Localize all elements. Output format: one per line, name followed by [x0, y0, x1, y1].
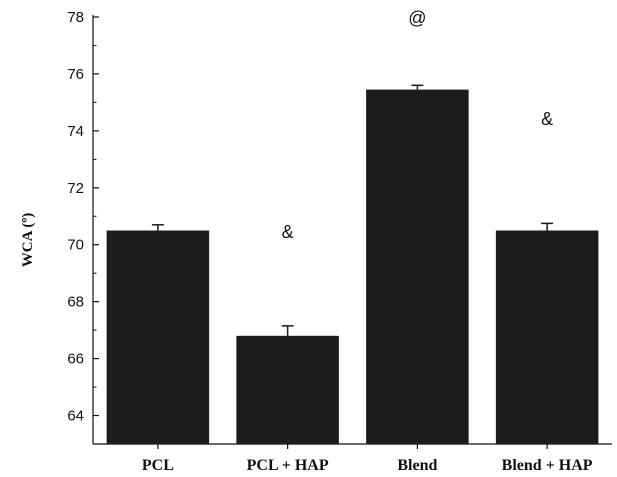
y-tick-label: 74: [67, 123, 84, 140]
y-tick-label: 66: [67, 351, 84, 368]
x-tick-label: Blend: [397, 457, 437, 474]
x-tick-label: Blend + HAP: [502, 457, 593, 474]
bars: [106, 84, 599, 444]
significance-annotation: &: [282, 222, 294, 242]
y-axis-title: WCA (º): [20, 213, 36, 268]
x-tick-label: PCL: [142, 457, 174, 474]
y-tick-label: 70: [67, 237, 84, 254]
y-tick-label: 68: [67, 294, 84, 311]
significance-annotation: @: [408, 8, 426, 28]
bar-2: [236, 335, 339, 444]
y-tick-label: 76: [67, 66, 84, 83]
bar-3: [366, 89, 469, 444]
y-tick-label: 72: [67, 180, 84, 197]
y-tick-label: 78: [67, 9, 84, 26]
y-axis: 64 66 68 70 72 74 76 78: [67, 9, 99, 445]
significance-annotation: &: [541, 109, 553, 129]
y-tick-label: 64: [67, 408, 84, 425]
bar-4: [495, 230, 599, 444]
x-axis: PCL PCL + HAP Blend Blend + HAP: [93, 443, 612, 474]
bar-1: [106, 230, 210, 444]
x-tick-label: PCL + HAP: [247, 457, 329, 474]
labels: & @ &: [282, 8, 554, 242]
